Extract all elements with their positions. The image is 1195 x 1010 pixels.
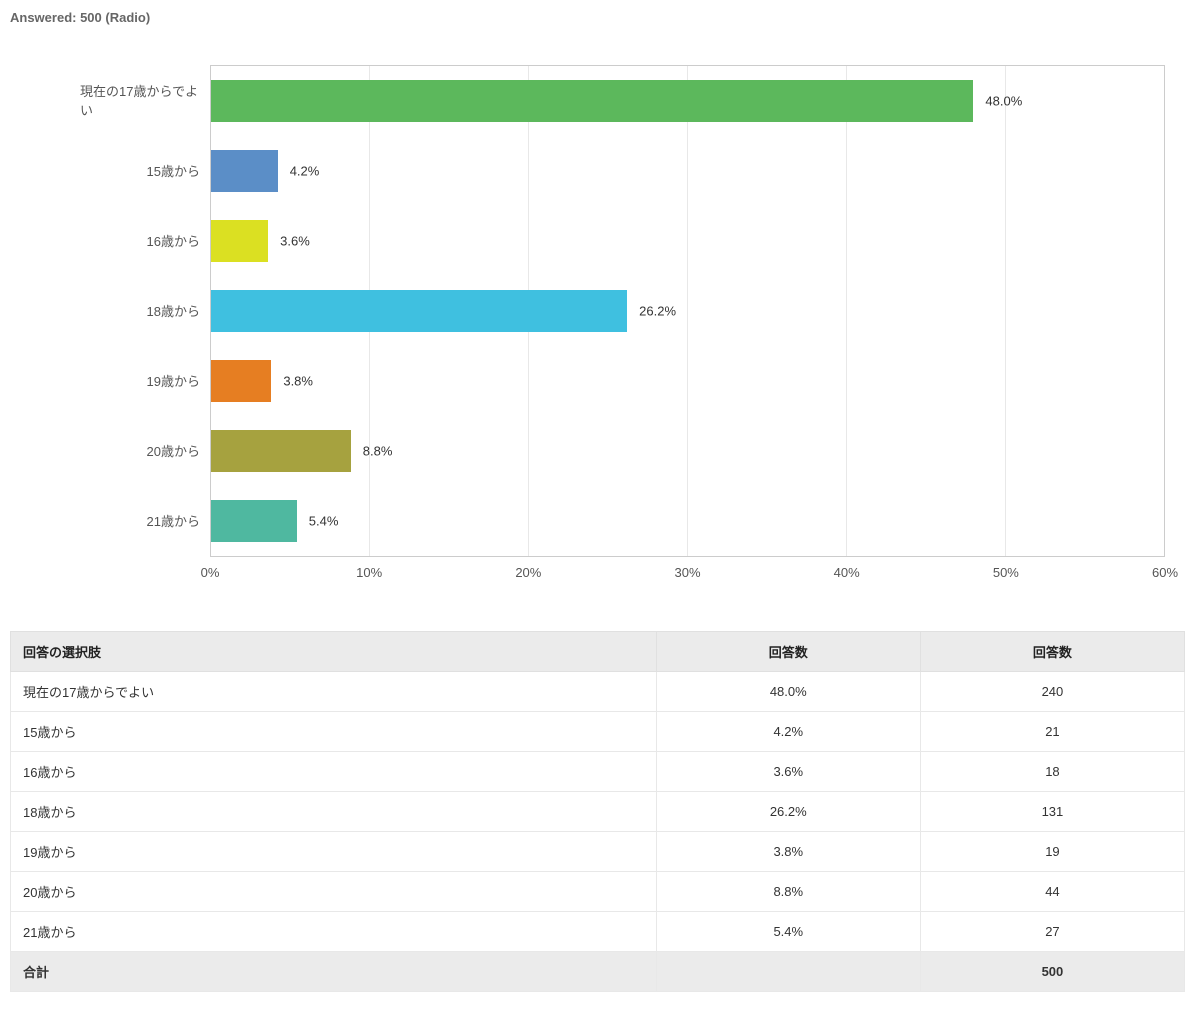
table-cell: 現在の17歳からでよい bbox=[11, 672, 657, 712]
bar-value-label: 26.2% bbox=[639, 304, 676, 319]
table-row: 20歳から8.8%44 bbox=[11, 872, 1185, 912]
x-axis-tick: 20% bbox=[528, 557, 687, 581]
y-axis-label: 20歳から bbox=[80, 415, 210, 485]
table-cell: 18 bbox=[920, 752, 1184, 792]
bar-value-label: 3.8% bbox=[283, 374, 313, 389]
x-axis-tick: 50%60% bbox=[1006, 557, 1165, 581]
y-axis-label: 16歳から bbox=[80, 205, 210, 275]
table-total-cell: 500 bbox=[920, 952, 1184, 992]
bar: 48.0% bbox=[211, 80, 973, 122]
bar-value-label: 4.2% bbox=[290, 164, 320, 179]
table-column-header: 回答の選択肢 bbox=[11, 632, 657, 672]
x-axis-tick: 10% bbox=[369, 557, 528, 581]
table-row: 16歳から3.6%18 bbox=[11, 752, 1185, 792]
bar-row: 26.2% bbox=[211, 276, 1164, 346]
plot-area: 48.0% 4.2% 3.6% 26.2% 3.8% 8.8% 5.4% bbox=[210, 65, 1165, 557]
table-cell: 16歳から bbox=[11, 752, 657, 792]
bar-value-label: 48.0% bbox=[985, 94, 1022, 109]
y-axis-label: 19歳から bbox=[80, 345, 210, 415]
bar: 3.8% bbox=[211, 360, 271, 402]
bar: 26.2% bbox=[211, 290, 627, 332]
bar-value-label: 3.6% bbox=[280, 234, 310, 249]
bar-row: 8.8% bbox=[211, 416, 1164, 486]
table-cell: 5.4% bbox=[656, 912, 920, 952]
y-axis-label: 21歳から bbox=[80, 485, 210, 555]
table-cell: 3.6% bbox=[656, 752, 920, 792]
y-axis-labels: 現在の17歳からでよい15歳から16歳から18歳から19歳から20歳から21歳か… bbox=[80, 65, 210, 557]
table-row: 21歳から5.4%27 bbox=[11, 912, 1185, 952]
table-cell: 19歳から bbox=[11, 832, 657, 872]
bar-row: 5.4% bbox=[211, 486, 1164, 556]
table-row: 19歳から3.8%19 bbox=[11, 832, 1185, 872]
table-cell: 4.2% bbox=[656, 712, 920, 752]
table-row: 18歳から26.2%131 bbox=[11, 792, 1185, 832]
table-cell: 18歳から bbox=[11, 792, 657, 832]
chart-container: 現在の17歳からでよい15歳から16歳から18歳から19歳から20歳から21歳か… bbox=[80, 65, 1165, 581]
x-axis-tick: 40% bbox=[847, 557, 1006, 581]
table-body: 現在の17歳からでよい48.0%24015歳から4.2%2116歳から3.6%1… bbox=[11, 672, 1185, 992]
table-cell: 44 bbox=[920, 872, 1184, 912]
results-table: 回答の選択肢回答数回答数 現在の17歳からでよい48.0%24015歳から4.2… bbox=[10, 631, 1185, 992]
x-axis-tick: 30% bbox=[688, 557, 847, 581]
bar-value-label: 8.8% bbox=[363, 444, 393, 459]
bar: 8.8% bbox=[211, 430, 351, 472]
bar: 5.4% bbox=[211, 500, 297, 542]
x-axis-tick: 0% bbox=[210, 557, 369, 581]
table-total-cell: 合計 bbox=[11, 952, 657, 992]
table-cell: 3.8% bbox=[656, 832, 920, 872]
bar-row: 3.6% bbox=[211, 206, 1164, 276]
table-cell: 48.0% bbox=[656, 672, 920, 712]
bar: 3.6% bbox=[211, 220, 268, 262]
bar-chart: 現在の17歳からでよい15歳から16歳から18歳から19歳から20歳から21歳か… bbox=[80, 65, 1165, 557]
table-cell: 21 bbox=[920, 712, 1184, 752]
bar-value-label: 5.4% bbox=[309, 514, 339, 529]
bars-container: 48.0% 4.2% 3.6% 26.2% 3.8% 8.8% 5.4% bbox=[211, 66, 1164, 556]
y-axis-label: 現在の17歳からでよい bbox=[80, 65, 210, 135]
bar-row: 48.0% bbox=[211, 66, 1164, 136]
table-cell: 15歳から bbox=[11, 712, 657, 752]
y-axis-label: 15歳から bbox=[80, 135, 210, 205]
table-cell: 27 bbox=[920, 912, 1184, 952]
table-cell: 21歳から bbox=[11, 912, 657, 952]
table-column-header: 回答数 bbox=[920, 632, 1184, 672]
bar-row: 4.2% bbox=[211, 136, 1164, 206]
table-total-cell bbox=[656, 952, 920, 992]
table-cell: 131 bbox=[920, 792, 1184, 832]
answered-count: Answered: 500 (Radio) bbox=[10, 10, 1185, 25]
table-cell: 20歳から bbox=[11, 872, 657, 912]
table-row: 15歳から4.2%21 bbox=[11, 712, 1185, 752]
bar: 4.2% bbox=[211, 150, 278, 192]
table-cell: 26.2% bbox=[656, 792, 920, 832]
table-total-row: 合計 500 bbox=[11, 952, 1185, 992]
table-cell: 19 bbox=[920, 832, 1184, 872]
table-cell: 8.8% bbox=[656, 872, 920, 912]
x-axis: 0%10%20%30%40%50%60% bbox=[210, 557, 1165, 581]
table-cell: 240 bbox=[920, 672, 1184, 712]
y-axis-label: 18歳から bbox=[80, 275, 210, 345]
table-column-header: 回答数 bbox=[656, 632, 920, 672]
table-header: 回答の選択肢回答数回答数 bbox=[11, 632, 1185, 672]
table-row: 現在の17歳からでよい48.0%240 bbox=[11, 672, 1185, 712]
bar-row: 3.8% bbox=[211, 346, 1164, 416]
